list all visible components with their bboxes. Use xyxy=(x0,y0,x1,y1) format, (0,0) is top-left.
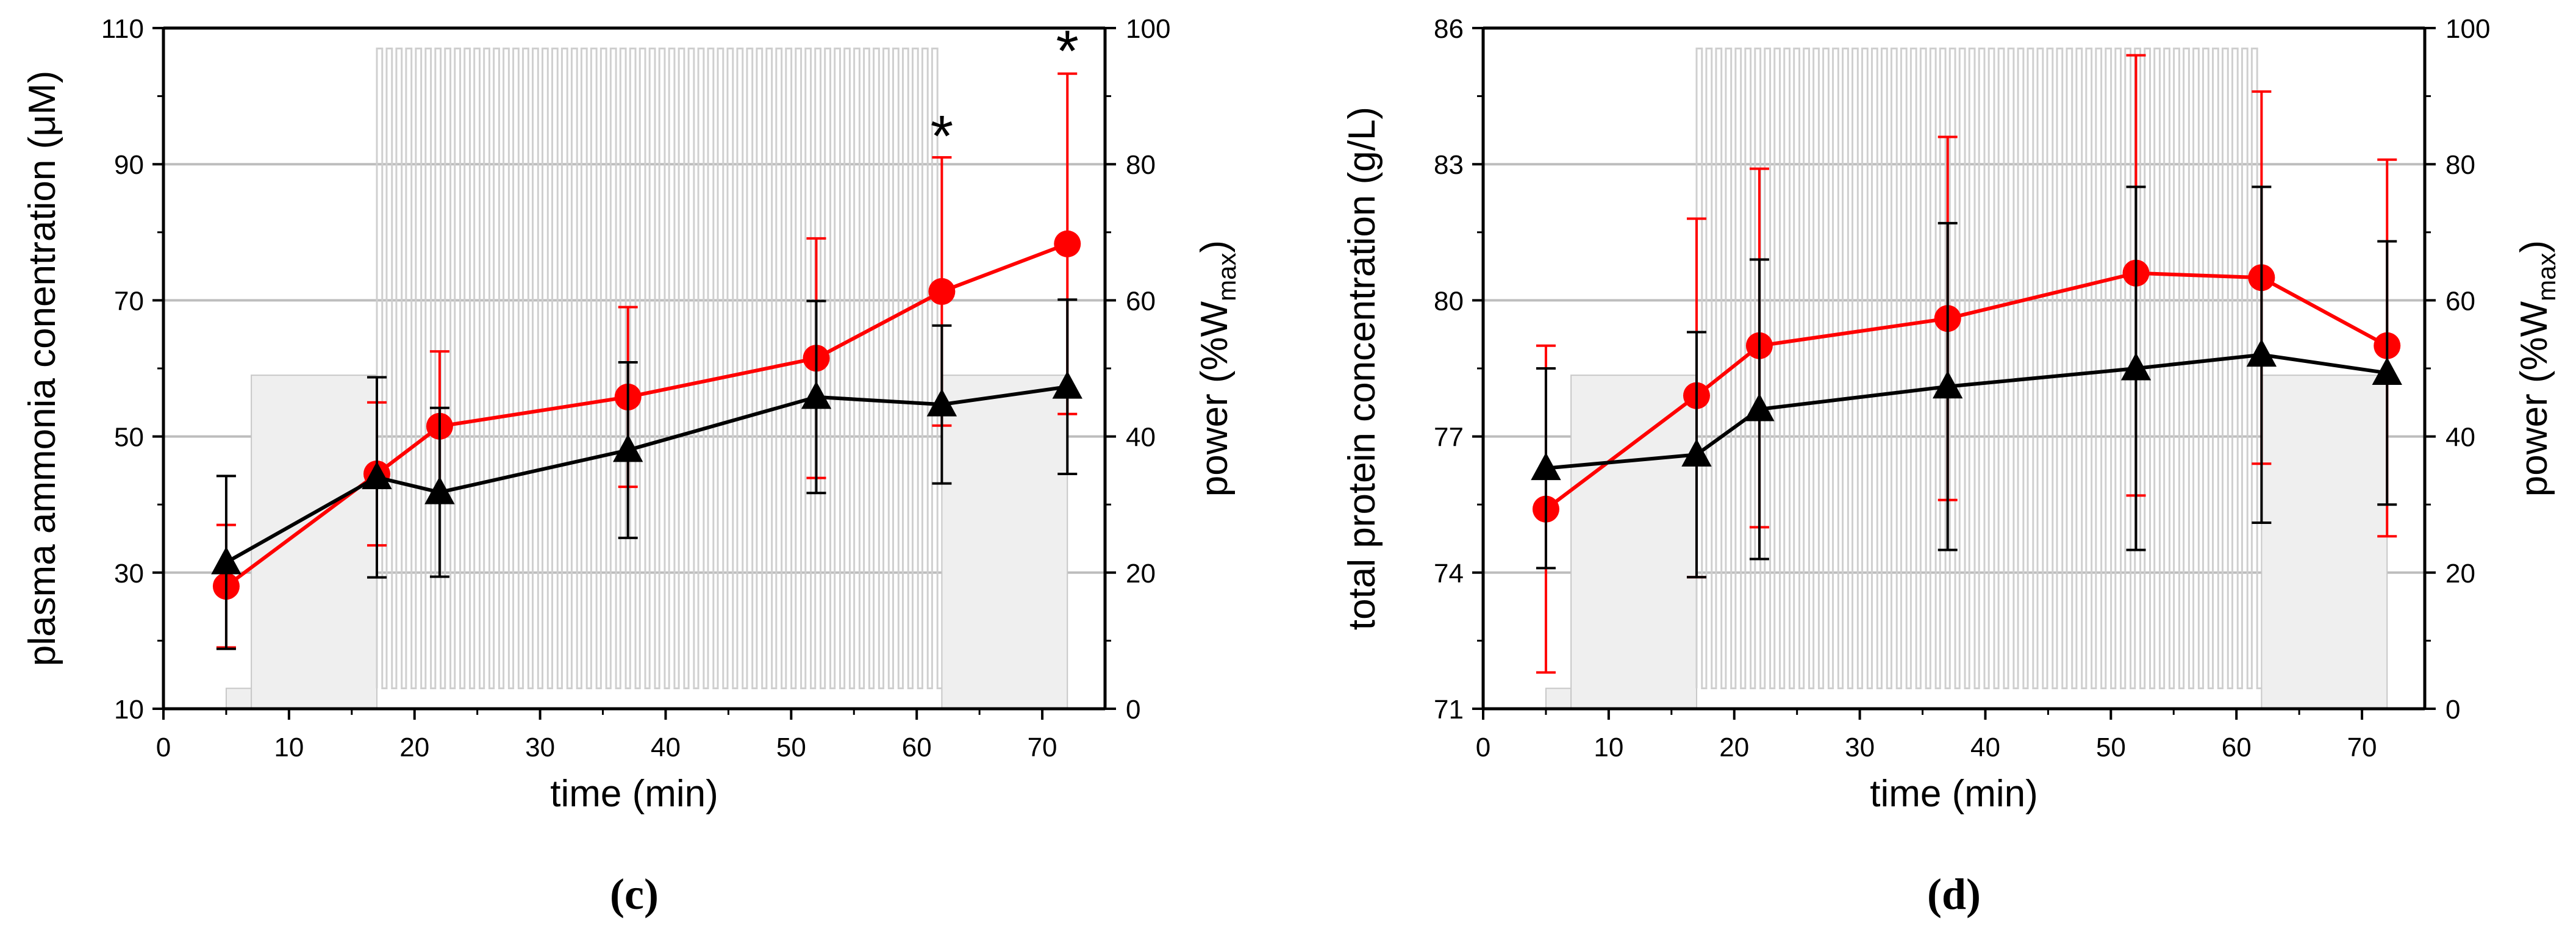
panel-label: (c) xyxy=(610,870,659,919)
y2-axis-title-close: ) xyxy=(2513,240,2555,253)
y2-axis-title-sub: max xyxy=(2532,253,2561,301)
x-tick-label: 70 xyxy=(1028,733,1057,762)
y2-axis-title-close: ) xyxy=(1193,240,1236,253)
x-axis-title: time (min) xyxy=(1870,773,2038,815)
power-cooldown-block xyxy=(2261,375,2388,709)
data-point-black xyxy=(613,434,643,462)
y-tick-label: 70 xyxy=(114,286,144,316)
significance-star: * xyxy=(931,104,953,169)
y-axis-title: plasma ammonia conentration (μM) xyxy=(21,71,63,666)
x-tick-label: 0 xyxy=(1476,733,1490,762)
y2-axis-title-main: power (%W xyxy=(2513,301,2555,496)
y2-tick-label: 20 xyxy=(2445,559,2475,589)
x-tick-label: 10 xyxy=(274,733,304,762)
y2-axis-title-sub: max xyxy=(1212,253,1241,301)
y-axis-title: total protein concentration (g/L) xyxy=(1341,107,1383,630)
y-tick-label: 110 xyxy=(101,14,144,44)
data-point-black xyxy=(2246,339,2277,367)
y2-axis-title: power (%Wmax) xyxy=(1193,240,1241,496)
x-axis-title: time (min) xyxy=(550,773,718,815)
y-tick-label: 86 xyxy=(1434,14,1464,44)
y2-axis-title-main: power (%W xyxy=(1193,301,1236,496)
data-point-black xyxy=(2372,357,2402,385)
x-tick-label: 50 xyxy=(776,733,806,762)
x-tick-label: 30 xyxy=(525,733,555,762)
data-point-black xyxy=(1052,371,1082,399)
y-tick-label: 71 xyxy=(1434,695,1464,725)
y2-tick-label: 60 xyxy=(1126,286,1156,316)
data-point-red xyxy=(928,278,956,305)
y2-tick-label: 0 xyxy=(1126,695,1140,725)
data-point-black xyxy=(1681,439,1712,467)
y-tick-label: 90 xyxy=(114,150,144,180)
y-tick-label: 50 xyxy=(114,423,144,453)
power-rest-block xyxy=(1545,687,1572,710)
data-point-red xyxy=(1054,230,1081,257)
y2-tick-label: 80 xyxy=(1126,150,1156,180)
x-tick-label: 70 xyxy=(2347,733,2377,762)
power-warmup-block xyxy=(251,375,377,709)
power-warmup-block xyxy=(1570,375,1697,709)
data-point-black xyxy=(2120,353,2152,381)
data-point-black xyxy=(424,476,455,504)
data-point-black xyxy=(801,381,832,409)
power-cooldown-block xyxy=(941,375,1068,709)
y2-tick-label: 20 xyxy=(1126,559,1156,589)
y2-tick-label: 80 xyxy=(2445,150,2475,180)
data-point-black xyxy=(1744,393,1775,421)
y2-tick-label: 60 xyxy=(2445,286,2475,316)
y-tick-label: 77 xyxy=(1434,423,1464,453)
x-tick-label: 0 xyxy=(156,733,171,762)
data-point-black xyxy=(211,547,242,575)
x-tick-label: 30 xyxy=(1845,733,1875,762)
power-rest-block xyxy=(225,687,252,710)
x-tick-label: 10 xyxy=(1594,733,1623,762)
y-tick-label: 83 xyxy=(1434,150,1464,180)
y-tick-label: 30 xyxy=(114,559,144,589)
x-tick-label: 20 xyxy=(1719,733,1749,762)
power-interval-wave xyxy=(1695,47,2262,690)
y2-tick-label: 40 xyxy=(1126,423,1156,453)
chart-panel-c: 0 10 20 30 40 50 60 70 10 30 50 70 90 110 0 20 40 60 80 100… xyxy=(21,14,1241,919)
chart-panel-d: 0 10 20 30 40 50 60 70 71 74 77 80 83 86 0 20 40 60 80 100 t… xyxy=(1341,14,2561,919)
significance-star: * xyxy=(1056,18,1079,84)
y-tick-label: 80 xyxy=(1434,286,1464,316)
x-tick-label: 50 xyxy=(2096,733,2126,762)
y2-tick-label: 0 xyxy=(2445,695,2460,725)
x-tick-label: 20 xyxy=(399,733,429,762)
y-tick-label: 74 xyxy=(1434,559,1464,589)
y2-axis-title: power (%Wmax) xyxy=(2513,240,2561,496)
x-tick-label: 60 xyxy=(2222,733,2252,762)
data-point-black xyxy=(1933,370,1963,399)
x-tick-label: 40 xyxy=(651,733,681,762)
y2-tick-label: 40 xyxy=(2445,423,2475,453)
y2-tick-label: 100 xyxy=(2445,14,2490,44)
panel-label: (d) xyxy=(1927,870,1981,919)
x-tick-label: 60 xyxy=(902,733,932,762)
data-point-black xyxy=(362,461,392,490)
x-tick-label: 40 xyxy=(1970,733,2000,762)
power-interval-wave xyxy=(376,47,942,690)
data-point-black xyxy=(926,389,957,417)
data-point-black xyxy=(1531,452,1561,481)
y2-tick-label: 100 xyxy=(1126,14,1170,44)
y-tick-label: 10 xyxy=(114,695,144,725)
